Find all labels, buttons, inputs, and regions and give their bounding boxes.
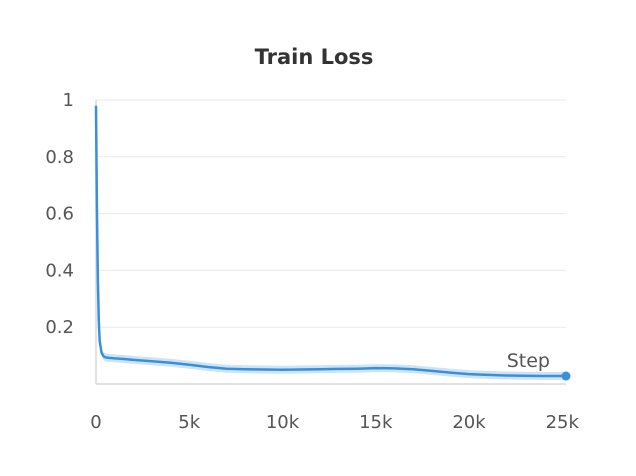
- grid-lines: [96, 99, 566, 328]
- loss-line: [94, 105, 566, 378]
- end-marker-group: [561, 371, 571, 381]
- axes: [95, 100, 566, 385]
- x-tick-label: 25k: [546, 412, 580, 433]
- y-tick-labels: 0.2 0.4 0.6 0.8 1: [45, 90, 74, 338]
- x-axis-label: Step: [507, 350, 550, 372]
- raw-loss-area: [96, 101, 566, 380]
- x-tick-label: 5k: [178, 412, 200, 433]
- y-tick-label: 0.4: [45, 260, 74, 281]
- y-tick-label: 1: [63, 90, 74, 111]
- x-tick-label: 0: [90, 412, 101, 433]
- y-tick-label: 0.2: [45, 317, 74, 338]
- chart-title: Train Loss: [255, 45, 374, 69]
- loss-series: [94, 105, 566, 378]
- raw-loss-band: [96, 101, 566, 380]
- y-tick-label: 0.6: [45, 204, 74, 225]
- x-tick-label: 20k: [452, 412, 486, 433]
- x-tick-label: 15k: [359, 412, 393, 433]
- end-point-marker: [561, 371, 571, 381]
- x-tick-labels: 0 5k 10k 15k 20k 25k: [90, 412, 579, 433]
- y-tick-label: 0.8: [45, 147, 74, 168]
- x-tick-label: 10k: [266, 412, 300, 433]
